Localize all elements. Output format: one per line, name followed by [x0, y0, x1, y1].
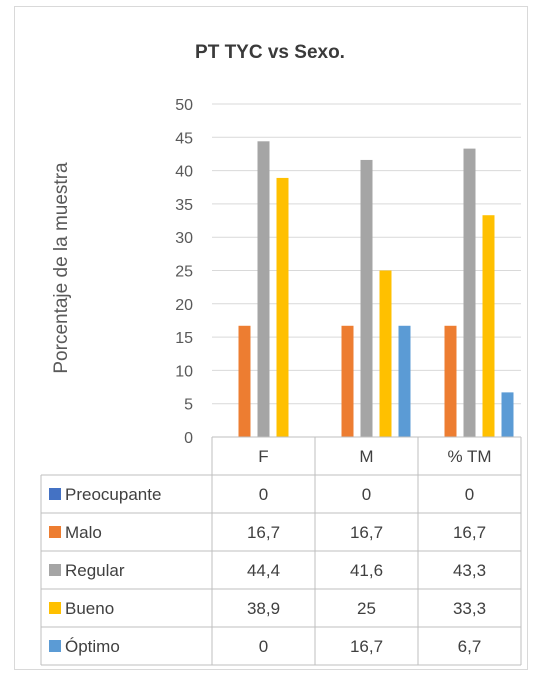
bar — [257, 141, 270, 437]
legend-swatch — [49, 564, 61, 576]
y-tick-label: 10 — [175, 363, 193, 380]
legend-label: Óptimo — [65, 637, 120, 656]
data-table-cell: 44,4 — [247, 561, 280, 580]
data-table-cell: 0 — [259, 637, 268, 656]
data-table-cell: 25 — [357, 599, 376, 618]
x-category-label: M — [359, 447, 373, 466]
legend-label: Bueno — [65, 599, 114, 618]
x-category-label: % TM — [447, 447, 491, 466]
data-table-cell: 6,7 — [458, 637, 482, 656]
y-tick-label: 40 — [175, 164, 193, 181]
legend-swatch — [49, 526, 61, 538]
legend-swatch — [49, 602, 61, 614]
y-tick-label: 15 — [175, 330, 193, 347]
bar — [444, 325, 457, 437]
legend-swatch — [49, 488, 61, 500]
bar — [398, 325, 411, 437]
bar — [482, 215, 495, 437]
y-tick-label: 30 — [175, 230, 193, 247]
bar — [276, 177, 289, 437]
chart-frame — [14, 6, 528, 670]
data-table-cell: 16,7 — [350, 637, 383, 656]
bar — [360, 159, 373, 437]
bar — [379, 270, 392, 437]
bar — [463, 148, 476, 437]
x-category-label: F — [258, 447, 268, 466]
y-tick-label: 5 — [184, 397, 193, 414]
data-table-cell: 0 — [362, 485, 371, 504]
data-table-cell: 16,7 — [247, 523, 280, 542]
data-table-cell: 0 — [259, 485, 268, 504]
y-tick-label: 45 — [175, 130, 193, 147]
y-tick-label: 20 — [175, 297, 193, 314]
data-table-cell: 43,3 — [453, 561, 486, 580]
chart-title: PT TYC vs Sexo. — [195, 42, 345, 63]
legend-label: Malo — [65, 523, 102, 542]
data-table-cell: 16,7 — [350, 523, 383, 542]
legend-swatch — [49, 640, 61, 652]
data-table-cell: 33,3 — [453, 599, 486, 618]
bar — [238, 325, 251, 437]
data-table-cell: 16,7 — [453, 523, 486, 542]
y-tick-label: 50 — [175, 97, 193, 114]
data-table-cell: 38,9 — [247, 599, 280, 618]
data-table-cell: 0 — [465, 485, 474, 504]
legend-label: Preocupante — [65, 485, 161, 504]
y-tick-label: 25 — [175, 264, 193, 281]
bar — [501, 392, 514, 437]
y-tick-label: 0 — [184, 430, 193, 447]
bar — [341, 325, 354, 437]
y-tick-label: 35 — [175, 197, 193, 214]
legend-label: Regular — [65, 561, 125, 580]
data-table-cell: 41,6 — [350, 561, 383, 580]
